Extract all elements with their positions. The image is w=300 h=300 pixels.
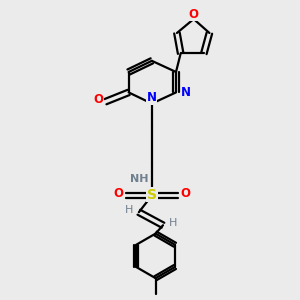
Text: H: H: [169, 218, 177, 228]
Text: O: O: [180, 187, 190, 200]
Text: N: N: [147, 92, 157, 104]
Text: N: N: [181, 86, 191, 99]
Text: O: O: [189, 8, 199, 21]
Text: O: O: [113, 187, 123, 200]
Text: O: O: [93, 93, 103, 106]
Text: H: H: [124, 206, 133, 215]
Text: S: S: [147, 188, 157, 202]
Text: NH: NH: [130, 174, 148, 184]
